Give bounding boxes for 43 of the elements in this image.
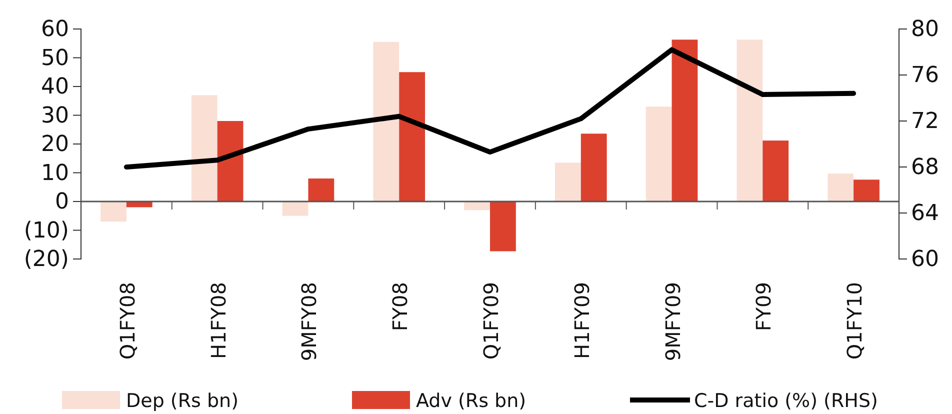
bar xyxy=(373,42,400,202)
bar xyxy=(736,40,763,202)
x-tick-label: 9MFY08 xyxy=(297,282,322,362)
y2-tick-label: 68 xyxy=(911,155,939,180)
x-tick-label: H1FY09 xyxy=(570,282,594,359)
y-tick-label: (10) xyxy=(24,218,69,244)
legend-label: Dep (Rs bn) xyxy=(126,390,238,412)
y-tick-label: 50 xyxy=(41,46,69,71)
bar xyxy=(672,40,698,202)
x-tick-label: Q1FY09 xyxy=(479,282,503,360)
bar xyxy=(308,178,334,202)
y2-tick-label: 60 xyxy=(911,247,939,272)
x-tick-label: H1FY08 xyxy=(206,282,230,359)
y-tick-label: 10 xyxy=(41,160,69,186)
bar xyxy=(399,72,426,202)
y2-tick-label: 64 xyxy=(911,201,939,226)
bar xyxy=(580,134,607,202)
y2-tick-label: 76 xyxy=(911,63,939,88)
bar xyxy=(762,140,789,202)
x-tick-label: Q1FY08 xyxy=(115,282,140,360)
bar xyxy=(554,162,581,202)
x-tick-label: 9MFY09 xyxy=(660,282,685,362)
x-tick-label: FY09 xyxy=(752,282,776,332)
bar xyxy=(191,95,218,202)
y-tick-label: 0 xyxy=(55,190,69,215)
bar xyxy=(100,202,126,222)
y-tick-label: 30 xyxy=(41,103,69,128)
y-tick-label: (20) xyxy=(24,247,69,272)
bar xyxy=(217,121,244,202)
y2-tick-label: 80 xyxy=(911,17,939,42)
y2-tick-label: 72 xyxy=(911,109,939,134)
x-tick-label: Q1FY10 xyxy=(842,282,867,360)
y-tick-label: 40 xyxy=(41,74,69,100)
bar xyxy=(282,202,308,216)
bar xyxy=(646,106,672,202)
y-tick-label: 20 xyxy=(41,132,69,158)
bar xyxy=(854,180,880,202)
legend-label: Adv (Rs bn) xyxy=(416,390,526,412)
y-tick-label: 60 xyxy=(41,17,69,42)
bar xyxy=(828,174,854,202)
legend-label: C-D ratio (%) (RHS) xyxy=(694,390,878,412)
bar xyxy=(490,202,516,252)
x-tick-label: FY08 xyxy=(388,282,412,332)
